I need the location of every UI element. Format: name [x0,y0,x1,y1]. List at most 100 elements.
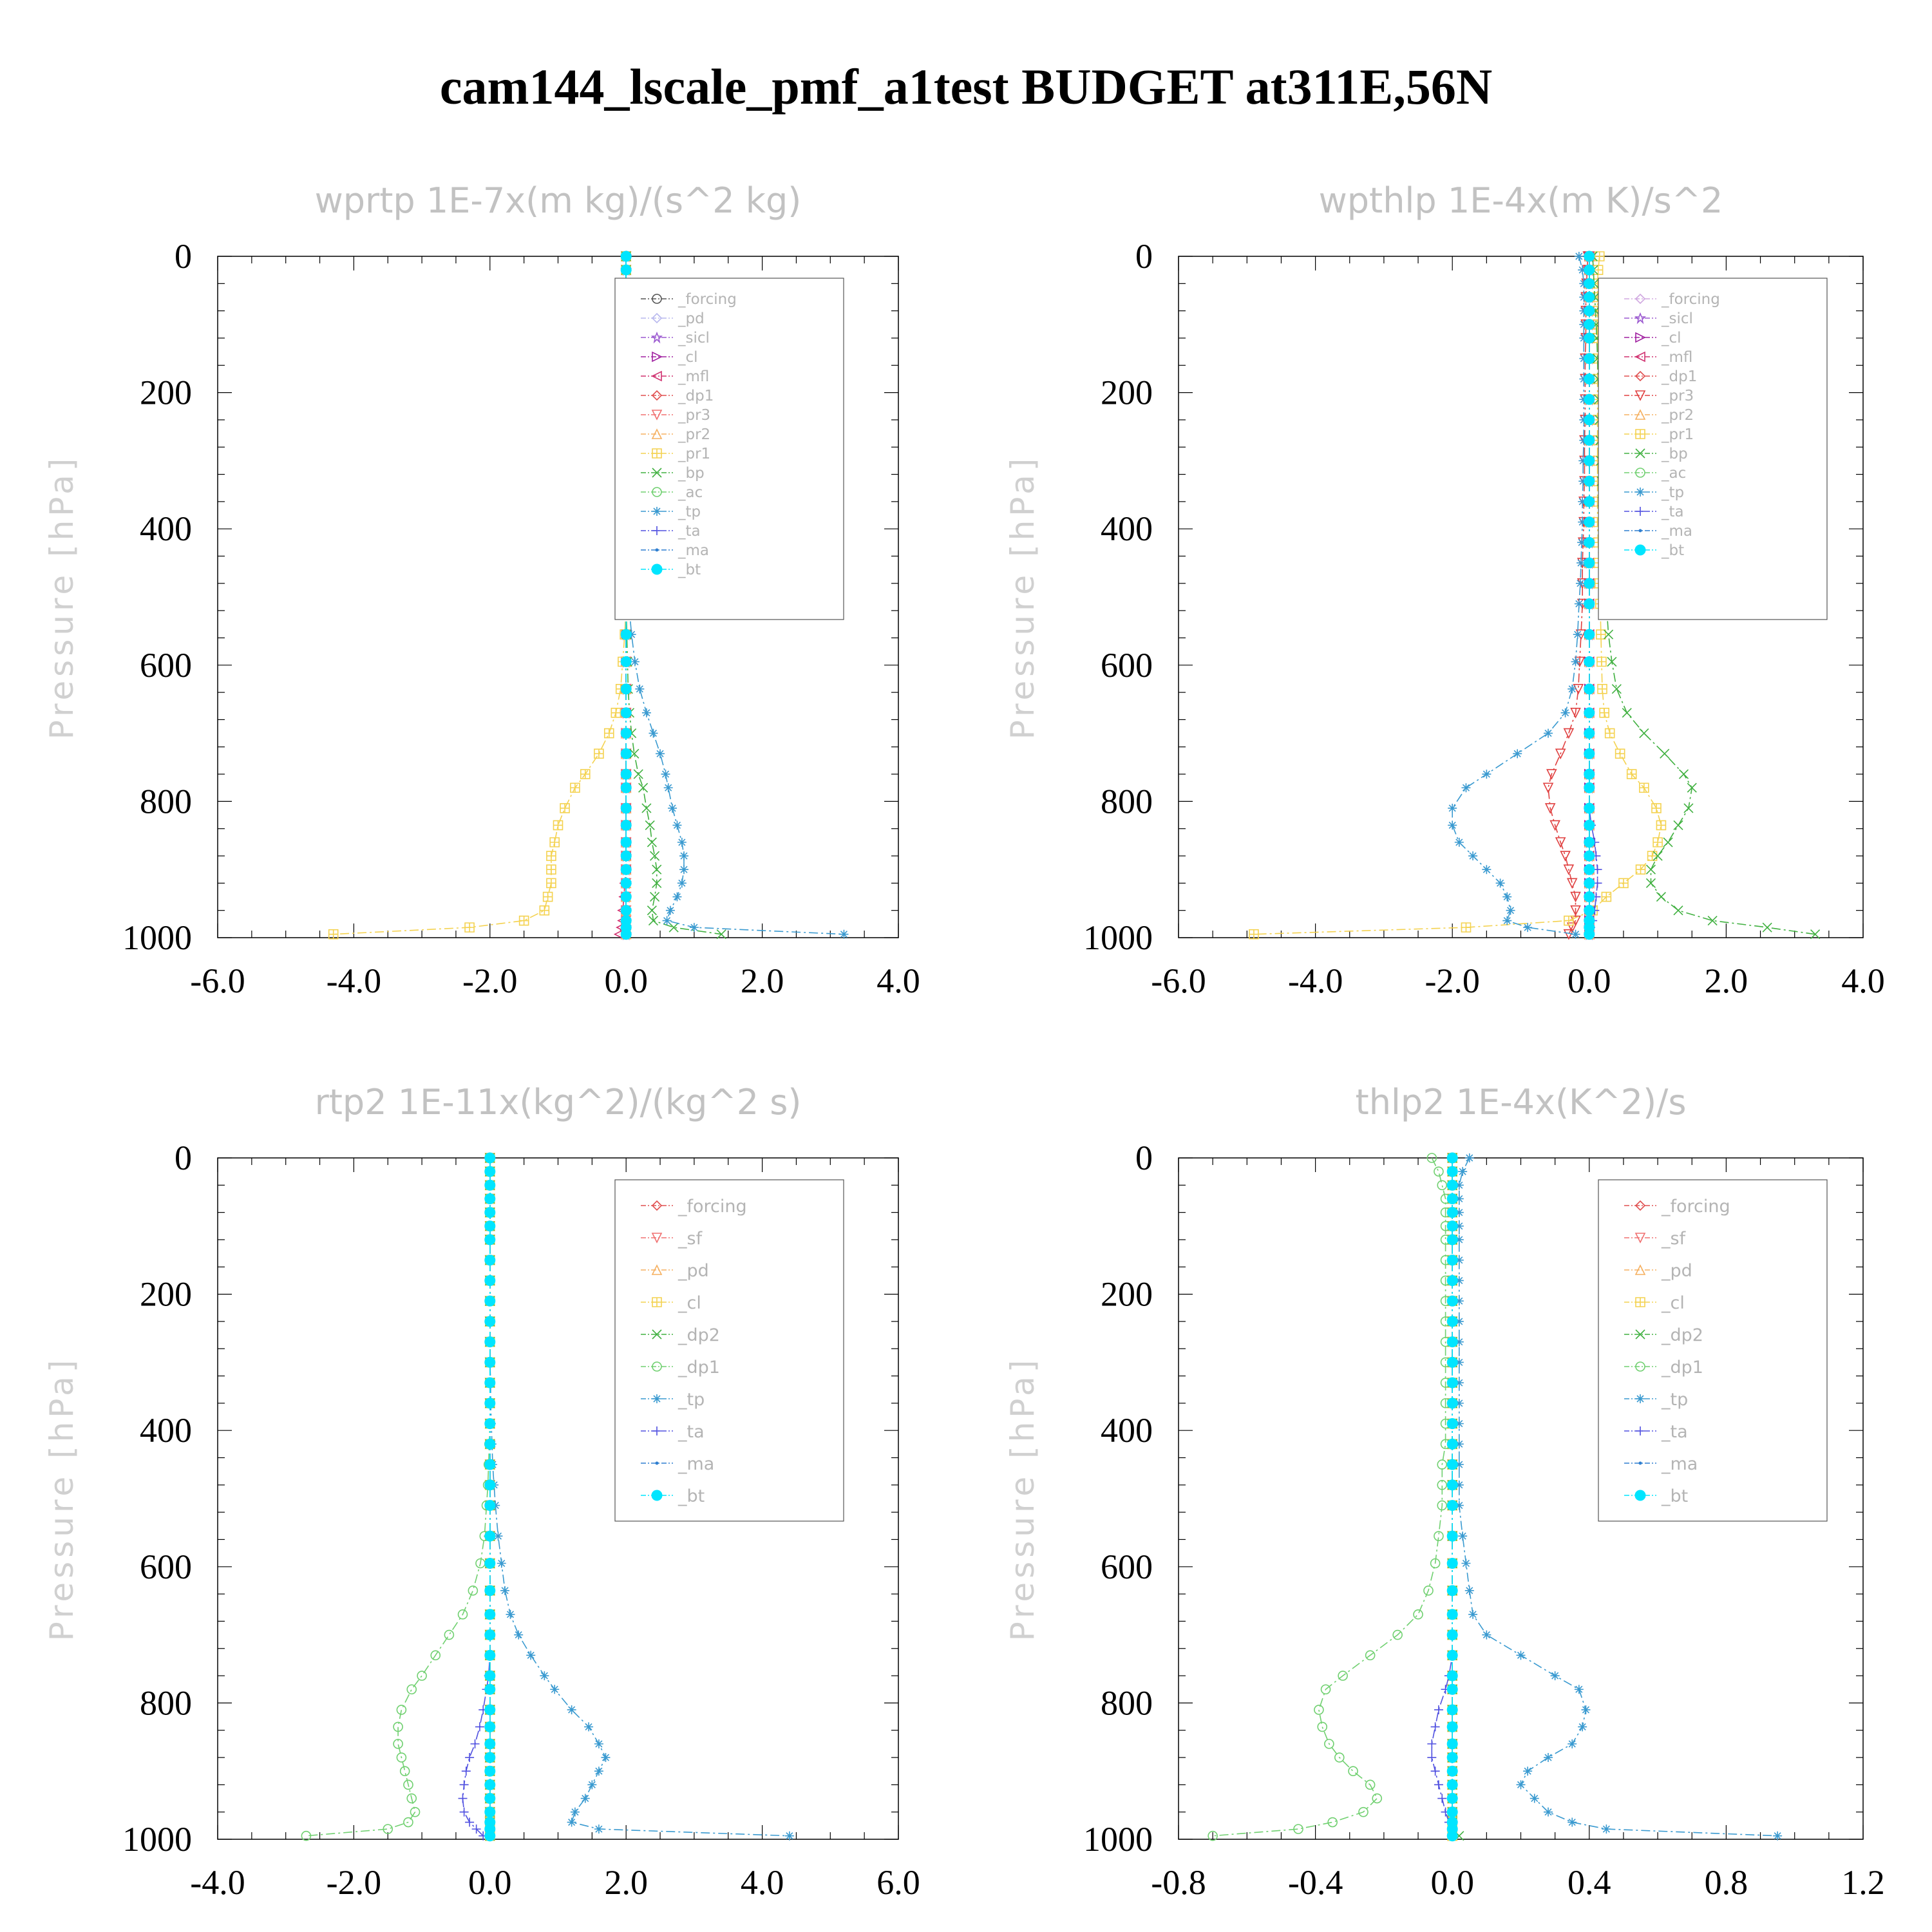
x-tick-label: -0.8 [1151,1863,1206,1902]
data-point [1618,878,1629,889]
data-point [1446,1459,1458,1470]
data-point [1584,578,1595,589]
data-point [484,1629,496,1641]
data-point [1434,1531,1444,1541]
data-point [620,837,632,848]
legend-label: _dp1 [677,388,714,404]
data-point [484,1738,496,1750]
data-point [1454,1480,1464,1490]
data-point [1584,393,1595,405]
data-point [1506,905,1515,915]
data-point [1446,1670,1458,1681]
data-point [1566,878,1578,889]
data-point [633,769,643,779]
data-point [403,1779,413,1790]
data-point [587,1780,597,1790]
data-point [484,1207,496,1218]
data-point [1320,1684,1331,1695]
legend-label: _dp2 [1661,1325,1703,1345]
data-point [484,1500,496,1511]
data-point [1550,1671,1560,1681]
chart-rtp2: rtp2 1E-11x(kg^2)/(kg^2 s) Pressure [hPa]… [43,1082,920,1902]
data-point [1581,1705,1591,1714]
data-point [1687,782,1697,793]
data-point [1427,1739,1437,1748]
data-point [567,1705,576,1714]
data-point [417,1671,427,1681]
data-point [1334,1752,1345,1763]
legend-label: _bt [1661,1486,1688,1506]
legend-marker [1636,1426,1645,1435]
legend-marker [655,548,659,552]
data-point [1516,1780,1526,1790]
data-point [1454,837,1464,847]
data-point [1555,837,1566,848]
data-point [647,837,657,848]
legend-label: _tp [1661,484,1684,501]
data-point [1570,891,1581,903]
data-point [1584,305,1595,317]
legend-marker [651,390,663,401]
legend: _forcing _sicl _cl _mfl _dp1 _pr3 _pr2 _pr1 _bp _… [1598,278,1828,620]
data-point [677,837,687,847]
data-point [630,657,639,667]
panel-title: thlp2 1E-4x(K^2)/s [1356,1082,1687,1122]
data-point [1446,1179,1458,1191]
legend-label: _ma [677,542,709,559]
data-point [1454,1337,1464,1347]
data-point [484,1397,496,1409]
data-point [1578,456,1588,466]
data-point [672,892,682,902]
data-point [470,1739,480,1748]
data-point [1423,1586,1434,1596]
data-point [645,820,655,830]
data-point [1584,373,1595,384]
legend-label: _pd [677,310,705,327]
data-point [594,1739,603,1748]
data-point [1446,1585,1458,1596]
data-point [620,683,632,695]
data-point [484,1752,496,1763]
data-point [1611,684,1622,694]
data-point [484,1295,496,1307]
x-tick-label: 4.0 [876,961,920,1000]
data-point [500,1586,510,1595]
data-point [484,1356,496,1368]
data-point [1446,1220,1458,1232]
data-point [1584,353,1595,365]
legend-marker [651,331,663,344]
y-tick-label: 400 [1101,509,1153,548]
data-point [580,1794,590,1803]
data-point [620,850,632,862]
data-point [1584,475,1595,487]
legend-label: _dp1 [1661,1358,1703,1378]
data-point [546,878,556,889]
legend-box [614,1179,844,1522]
data-point [1584,278,1595,289]
legend-marker [652,468,662,478]
data-point [1437,1794,1447,1803]
data-point [459,1807,469,1817]
data-point [1578,265,1587,275]
data-point [484,1704,496,1716]
data-point [649,728,658,738]
legend-box [1598,278,1828,620]
data-point [1601,891,1612,902]
data-point [679,851,689,861]
data-point [620,864,632,875]
x-tick-label: 4.0 [741,1863,784,1902]
data-point [1563,728,1575,739]
legend-label: _pd [1661,1261,1692,1281]
data-point [1584,728,1595,739]
data-point [1596,656,1607,667]
data-point [550,1685,560,1694]
data-point [471,1824,481,1834]
data-point [1635,864,1646,875]
legend-label: _pr1 [1661,426,1694,443]
data-point [1446,1752,1458,1763]
data-point [716,929,726,940]
data-point [1560,851,1571,862]
legend-label: _sicl [677,330,710,346]
data-point [1392,1629,1403,1640]
data-point [1579,319,1589,329]
